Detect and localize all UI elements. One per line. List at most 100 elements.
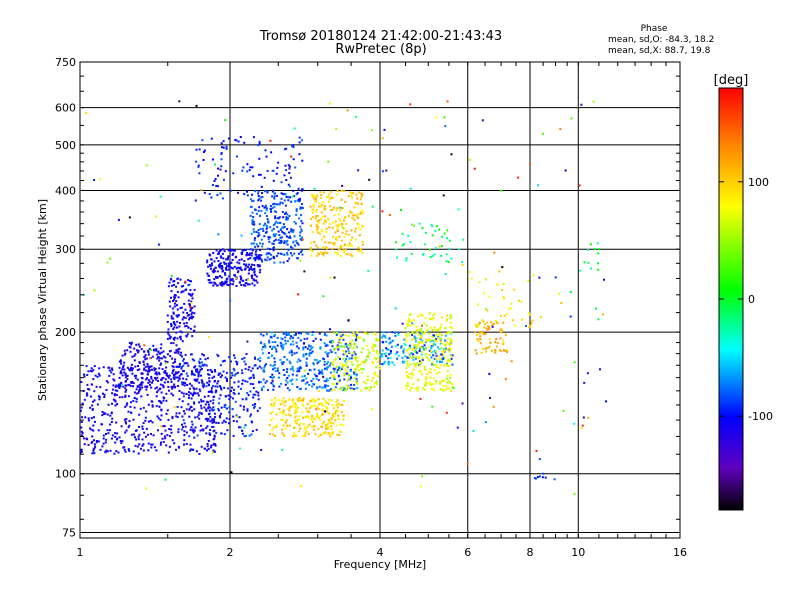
data-point	[336, 253, 339, 256]
data-point	[294, 166, 297, 169]
data-point	[395, 241, 398, 244]
data-point	[444, 347, 447, 350]
data-point	[448, 365, 451, 367]
data-point	[443, 350, 446, 353]
data-point	[442, 356, 445, 359]
data-point	[374, 371, 377, 374]
chart-title-line2: RwPretec (8p)	[335, 42, 426, 57]
data-point	[272, 255, 275, 258]
data-point	[401, 322, 404, 325]
data-point	[330, 209, 333, 211]
data-point	[518, 299, 521, 302]
data-point	[307, 416, 310, 419]
data-point	[316, 412, 318, 415]
data-point	[186, 375, 189, 377]
data-point	[327, 160, 330, 163]
data-point	[268, 240, 271, 243]
data-point	[330, 340, 333, 343]
data-point	[196, 368, 199, 371]
data-point	[108, 369, 111, 372]
data-point	[350, 211, 353, 214]
data-point	[331, 226, 334, 229]
data-point	[219, 263, 221, 266]
data-point	[262, 378, 265, 381]
data-point	[294, 415, 297, 418]
data-point	[159, 352, 161, 355]
data-point	[270, 205, 272, 207]
data-point	[171, 415, 174, 418]
data-point	[408, 319, 411, 322]
data-point	[253, 405, 256, 408]
data-point	[249, 415, 252, 418]
data-point	[230, 376, 233, 379]
data-point	[253, 264, 256, 267]
data-point	[251, 404, 254, 406]
data-point	[337, 403, 340, 406]
data-point	[257, 391, 260, 394]
data-point	[214, 276, 217, 279]
data-point	[252, 387, 255, 389]
data-point	[217, 233, 220, 236]
data-point	[327, 241, 330, 244]
data-point	[266, 169, 269, 172]
data-point	[144, 354, 147, 356]
data-point	[172, 361, 175, 364]
data-point	[281, 419, 284, 421]
data-point	[531, 319, 534, 322]
data-point	[212, 399, 215, 402]
data-point	[149, 419, 152, 422]
data-point	[375, 358, 378, 361]
data-point	[449, 359, 451, 362]
data-point	[238, 416, 241, 419]
data-point	[178, 325, 181, 328]
data-point	[295, 404, 298, 407]
data-point	[90, 417, 93, 420]
data-point	[207, 336, 210, 339]
data-point	[350, 191, 353, 194]
data-point	[124, 431, 127, 434]
data-point	[432, 364, 435, 366]
data-point	[275, 350, 278, 353]
data-point	[323, 432, 326, 435]
x-tick-label: 10	[571, 546, 585, 559]
data-point	[356, 382, 359, 385]
colorbar-tick-label: 0	[748, 293, 755, 306]
data-point	[425, 338, 428, 341]
data-point	[172, 311, 175, 314]
data-point	[429, 318, 432, 320]
data-point	[217, 422, 220, 424]
data-point	[339, 337, 341, 340]
data-point	[332, 415, 334, 418]
data-point	[283, 356, 286, 358]
data-point	[361, 225, 364, 228]
data-point	[444, 343, 447, 346]
data-point	[169, 336, 172, 338]
data-point	[495, 338, 498, 340]
data-point	[486, 321, 489, 324]
data-point	[105, 438, 108, 441]
data-point	[333, 214, 336, 217]
data-point	[234, 373, 237, 375]
data-point	[314, 198, 317, 201]
data-point	[307, 332, 310, 335]
data-point	[272, 368, 274, 371]
data-point	[298, 252, 300, 255]
data-point	[309, 352, 312, 355]
data-point	[301, 236, 303, 239]
data-point	[438, 337, 440, 340]
data-point	[113, 394, 116, 397]
data-point	[510, 360, 513, 363]
data-point	[211, 376, 214, 379]
data-point	[581, 424, 584, 427]
data-point	[383, 335, 386, 338]
data-point	[219, 283, 222, 286]
data-point	[328, 398, 331, 401]
data-point	[158, 387, 161, 390]
data-point	[225, 262, 228, 265]
data-point	[390, 361, 393, 364]
data-point	[272, 433, 275, 436]
data-point	[125, 422, 128, 425]
data-point	[103, 396, 106, 398]
data-point	[299, 206, 302, 209]
data-point	[255, 390, 258, 393]
